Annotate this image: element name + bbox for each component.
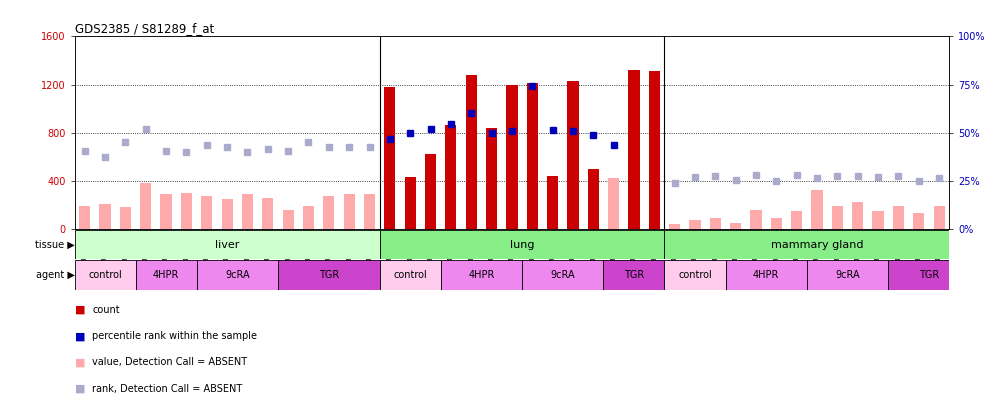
Bar	[99, 204, 110, 229]
Text: percentile rank within the sample: percentile rank within the sample	[92, 331, 257, 341]
Text: 4HPR: 4HPR	[468, 270, 495, 280]
Text: TGR: TGR	[319, 270, 339, 280]
Bar	[242, 194, 253, 229]
Bar	[832, 206, 843, 229]
Text: 9cRA: 9cRA	[835, 270, 860, 280]
Text: value, Detection Call = ABSENT: value, Detection Call = ABSENT	[92, 358, 248, 367]
Bar	[380, 260, 440, 290]
Bar	[160, 194, 172, 229]
Bar	[664, 230, 969, 259]
Bar	[669, 224, 680, 229]
Text: ■: ■	[75, 384, 85, 394]
Bar	[811, 190, 823, 229]
Bar	[140, 183, 151, 229]
Bar	[628, 70, 639, 229]
Text: ■: ■	[75, 305, 85, 315]
Text: tissue ▶: tissue ▶	[35, 240, 75, 249]
Bar	[344, 194, 355, 229]
Text: control: control	[678, 270, 712, 280]
Bar	[608, 178, 619, 229]
Bar	[80, 206, 90, 229]
Bar	[486, 128, 497, 229]
Bar	[730, 223, 742, 229]
Bar	[506, 85, 518, 229]
Bar	[889, 260, 969, 290]
Text: count: count	[92, 305, 120, 315]
Bar	[364, 194, 375, 229]
Text: ■: ■	[75, 331, 85, 341]
Bar	[852, 202, 864, 229]
Bar	[750, 210, 761, 229]
Text: 9cRA: 9cRA	[225, 270, 249, 280]
Text: GDS2385 / S81289_f_at: GDS2385 / S81289_f_at	[75, 22, 214, 35]
Text: ■: ■	[75, 358, 85, 367]
Bar	[649, 71, 660, 229]
Bar	[791, 211, 802, 229]
Bar	[135, 260, 197, 290]
Bar	[262, 198, 273, 229]
Text: 4HPR: 4HPR	[753, 270, 779, 280]
Bar	[527, 83, 538, 229]
Bar	[770, 218, 782, 229]
Bar	[465, 75, 477, 229]
Bar	[385, 87, 396, 229]
Bar	[807, 260, 889, 290]
Bar	[710, 218, 721, 229]
Bar	[380, 230, 664, 259]
Bar	[222, 199, 233, 229]
Text: liver: liver	[215, 240, 240, 249]
Bar	[425, 154, 436, 229]
Bar	[201, 196, 213, 229]
Bar	[278, 260, 380, 290]
Bar	[75, 260, 135, 290]
Bar	[440, 260, 522, 290]
Text: control: control	[394, 270, 427, 280]
Bar	[181, 193, 192, 229]
Text: lung: lung	[510, 240, 535, 249]
Bar	[913, 213, 924, 229]
Text: TGR: TGR	[624, 270, 644, 280]
Bar	[197, 260, 278, 290]
Text: TGR: TGR	[918, 270, 939, 280]
Bar	[75, 230, 380, 259]
Bar	[664, 260, 726, 290]
Bar	[120, 207, 131, 229]
Bar	[303, 206, 314, 229]
Bar	[933, 206, 944, 229]
Bar	[568, 81, 579, 229]
Bar	[547, 176, 559, 229]
Text: 9cRA: 9cRA	[551, 270, 576, 280]
Text: 4HPR: 4HPR	[153, 270, 179, 280]
Bar	[690, 220, 701, 229]
Bar	[445, 126, 456, 229]
Text: mammary gland: mammary gland	[770, 240, 864, 249]
Bar	[726, 260, 807, 290]
Bar	[282, 210, 294, 229]
Bar	[587, 169, 598, 229]
Text: rank, Detection Call = ABSENT: rank, Detection Call = ABSENT	[92, 384, 243, 394]
Text: control: control	[88, 270, 122, 280]
Text: agent ▶: agent ▶	[36, 270, 75, 280]
Bar	[522, 260, 603, 290]
Bar	[603, 260, 664, 290]
Bar	[323, 196, 334, 229]
Bar	[893, 206, 904, 229]
Bar	[873, 211, 884, 229]
Bar	[405, 177, 415, 229]
